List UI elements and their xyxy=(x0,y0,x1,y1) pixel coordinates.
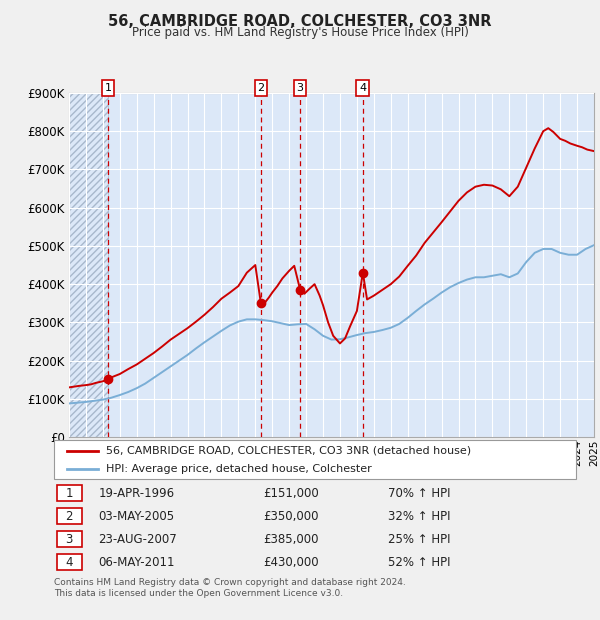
Text: 03-MAY-2005: 03-MAY-2005 xyxy=(98,510,175,523)
Bar xyxy=(69,93,108,437)
FancyBboxPatch shape xyxy=(56,554,82,570)
Text: Price paid vs. HM Land Registry's House Price Index (HPI): Price paid vs. HM Land Registry's House … xyxy=(131,26,469,39)
Text: £430,000: £430,000 xyxy=(263,556,319,569)
Text: 4: 4 xyxy=(359,83,367,93)
Text: 56, CAMBRIDGE ROAD, COLCHESTER, CO3 3NR: 56, CAMBRIDGE ROAD, COLCHESTER, CO3 3NR xyxy=(108,14,492,29)
Text: 56, CAMBRIDGE ROAD, COLCHESTER, CO3 3NR (detached house): 56, CAMBRIDGE ROAD, COLCHESTER, CO3 3NR … xyxy=(106,446,472,456)
Text: £385,000: £385,000 xyxy=(263,533,319,546)
Text: 3: 3 xyxy=(65,533,73,546)
Text: £350,000: £350,000 xyxy=(263,510,319,523)
Text: 25% ↑ HPI: 25% ↑ HPI xyxy=(388,533,451,546)
Text: 06-MAY-2011: 06-MAY-2011 xyxy=(98,556,175,569)
Text: 2: 2 xyxy=(65,510,73,523)
FancyBboxPatch shape xyxy=(56,531,82,547)
Text: This data is licensed under the Open Government Licence v3.0.: This data is licensed under the Open Gov… xyxy=(54,589,343,598)
Text: £151,000: £151,000 xyxy=(263,487,319,500)
Text: 4: 4 xyxy=(65,556,73,569)
Text: 32% ↑ HPI: 32% ↑ HPI xyxy=(388,510,451,523)
Text: 23-AUG-2007: 23-AUG-2007 xyxy=(98,533,177,546)
Text: 52% ↑ HPI: 52% ↑ HPI xyxy=(388,556,451,569)
Text: HPI: Average price, detached house, Colchester: HPI: Average price, detached house, Colc… xyxy=(106,464,372,474)
FancyBboxPatch shape xyxy=(56,485,82,501)
Text: 3: 3 xyxy=(296,83,304,93)
FancyBboxPatch shape xyxy=(54,440,576,479)
Text: 19-APR-1996: 19-APR-1996 xyxy=(98,487,175,500)
Text: 1: 1 xyxy=(65,487,73,500)
FancyBboxPatch shape xyxy=(56,508,82,524)
Text: 2: 2 xyxy=(257,83,265,93)
Text: Contains HM Land Registry data © Crown copyright and database right 2024.: Contains HM Land Registry data © Crown c… xyxy=(54,578,406,587)
Text: 1: 1 xyxy=(104,83,112,93)
Text: 70% ↑ HPI: 70% ↑ HPI xyxy=(388,487,451,500)
